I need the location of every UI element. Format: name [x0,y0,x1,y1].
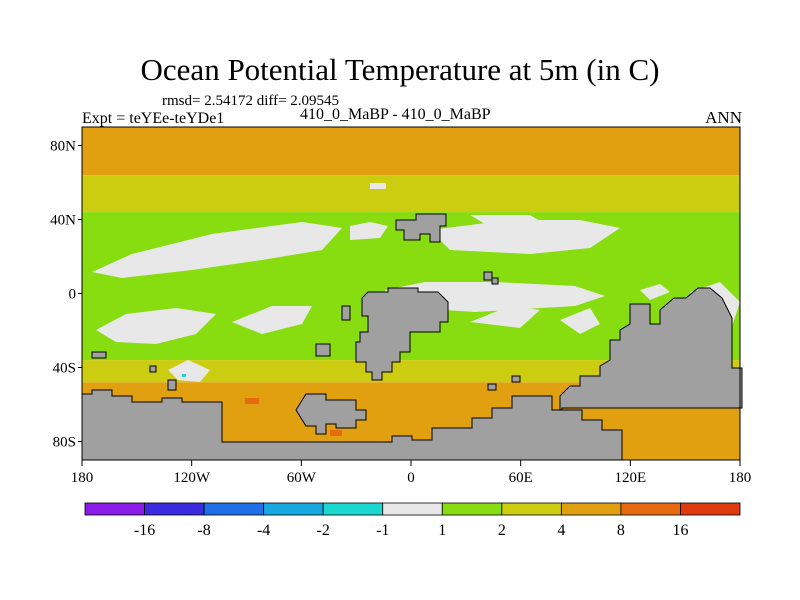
colorbar-label: -4 [257,522,270,539]
season-label: ANN [705,108,742,127]
patch-north-pacific [92,222,342,278]
band-3 [82,360,740,383]
x-tick-label: 180 [729,470,752,486]
colorbar-swatch [144,502,205,516]
land-island-south-2 [149,365,157,373]
land-small-africa [341,305,351,321]
y-tick-label: 0 [69,287,77,303]
patch-arctic-dot [370,183,386,189]
patch-pacific-east [470,215,540,227]
patch-cold-dot [182,374,186,377]
colorbar-label: -8 [197,522,210,539]
land-small-island-1 [483,271,493,281]
colorbar-swatch [620,502,681,516]
y-tick-label: 40N [50,213,76,229]
x-tick-label: 120E [614,470,646,486]
colorbar-swatch [84,502,145,516]
x-tick-label: 60W [287,470,317,486]
y-tick-label: 80S [53,435,76,451]
case-label: 410_0_MaBP - 410_0_MaBP [300,106,491,123]
y-tick-label: 40S [53,361,76,377]
colorbar-label: 16 [672,522,688,539]
land-greenland [395,213,447,243]
colorbar-label: 8 [617,522,625,539]
x-ticks: 180 120W 60W 0 60E 120E 180 [71,460,752,486]
chart-title: Ocean Potential Temperature at 5m (in C) [140,52,660,87]
temperature-bands [82,127,740,460]
colorbar-label: 4 [557,522,565,539]
y-ticks: 80N 40N 0 40S 80S [50,139,82,451]
band-0 [82,127,740,176]
colorbar: -16 -8 -4 -2 -1 1 2 4 8 16 [84,502,741,539]
land-australia-antarctica [559,287,743,421]
patch-indian-north [430,220,620,254]
colorbar-label: -2 [317,522,330,539]
land-small-island-2 [491,277,499,285]
land-antarctica [81,389,623,461]
patch-indian-east [560,308,600,334]
land-south-america [315,343,331,357]
colorbar-swatch [441,502,503,516]
land-island-south-3 [167,379,177,391]
x-tick-label: 120W [173,470,211,486]
land-small-east-2 [511,375,521,383]
patch-warm-1 [245,398,259,404]
land-africa [355,287,449,381]
x-tick-label: 180 [71,470,94,486]
colorbar-label: 2 [498,522,506,539]
patch-south-pacific-mid [232,306,312,334]
colorbar-label: -1 [376,522,389,539]
colorbar-swatch [203,502,265,516]
colorbar-swatch [382,502,443,516]
patch-warm-3 [330,430,342,436]
colorbar-swatch [322,502,384,516]
patch-north-atlantic [350,222,388,240]
patch-indian-south [470,306,540,328]
colorbar-label: -16 [134,522,155,539]
colorbar-swatch [680,502,741,516]
colorbar-label: 1 [438,522,446,539]
land-small-east-1 [487,383,497,391]
stats-text: rmsd= 2.54172 diff= 2.09545 [162,93,340,109]
colorbar-swatch [263,502,324,516]
y-tick-label: 80N [50,139,76,155]
patch-pacific-east-small [640,284,670,300]
experiment-label: Expt = teYEe-teYDe1 [82,110,225,127]
patch-south-pacific-west [96,308,216,344]
land-island-south-1 [91,351,107,359]
colorbar-swatch [560,502,622,516]
x-tick-label: 0 [407,470,415,486]
colorbar-swatch [501,502,562,516]
land-masks [81,213,743,461]
band-1 [82,175,740,213]
land-south-america-tip [295,393,367,435]
x-tick-label: 60E [509,470,533,486]
patch-south-west [168,360,210,382]
